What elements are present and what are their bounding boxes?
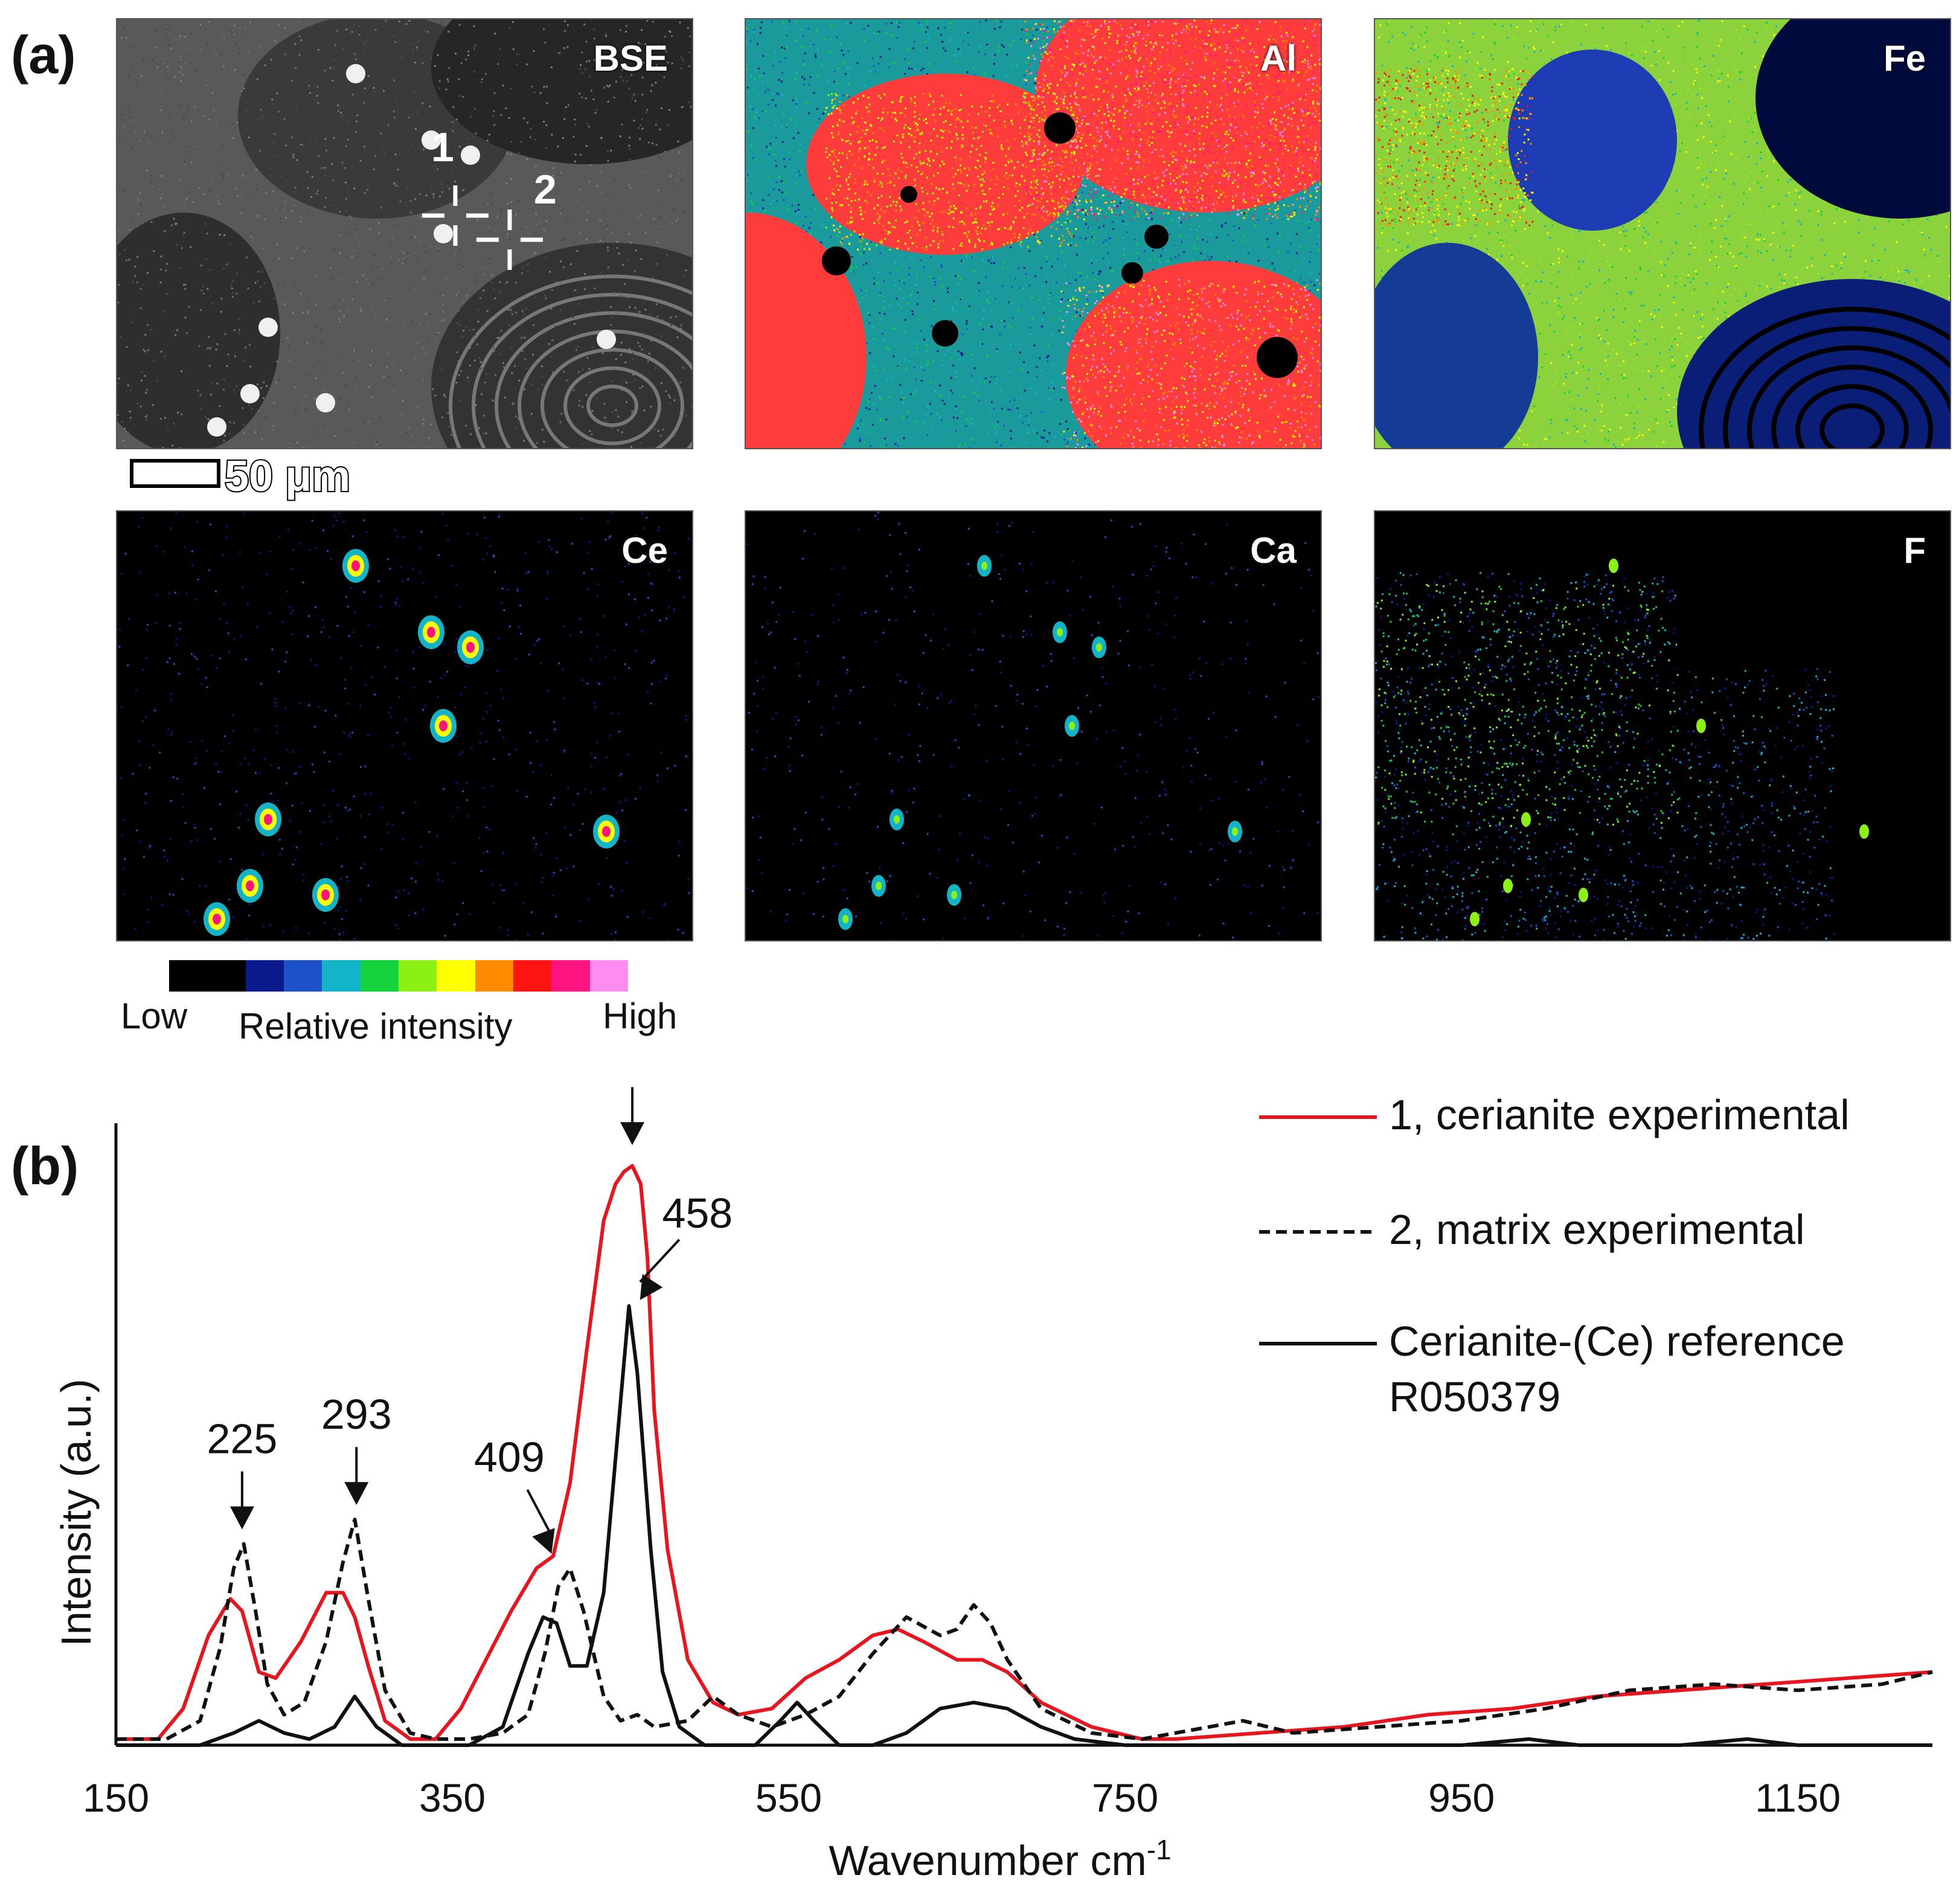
peak-arrow-head — [344, 1482, 369, 1505]
analysis-point-marker: 1 — [422, 124, 489, 246]
panel-b-letter: (b) — [11, 1136, 79, 1196]
colorbar-swatch — [551, 960, 590, 992]
element-map-label: Al — [1260, 38, 1297, 79]
colorbar-swatch — [169, 960, 208, 992]
peak-label: 458 — [662, 1190, 733, 1237]
colorbar-swatch — [437, 960, 475, 992]
x-tick-label: 750 — [1092, 1775, 1158, 1820]
colorbar-high-label: High — [603, 996, 678, 1036]
colorbar-swatch — [589, 960, 628, 992]
x-tick-label: 550 — [755, 1775, 822, 1820]
colorbar-swatch — [207, 960, 246, 992]
x-tick-label: 1150 — [1755, 1775, 1841, 1820]
element-map-label: BSE — [593, 38, 668, 79]
legend-label: 2, matrix experimental — [1389, 1206, 1805, 1253]
peak-label: 457 — [597, 1075, 668, 1078]
element-map-label: Ca — [1250, 530, 1297, 571]
x-tick-label: 150 — [83, 1775, 149, 1820]
panel-a-letter: (a) — [11, 25, 76, 85]
x-tick-label: 950 — [1428, 1775, 1495, 1820]
peak-arrow-shaft — [639, 1239, 681, 1283]
element-map-ce: Ce — [116, 510, 693, 941]
element-map-label: Fe — [1883, 38, 1926, 79]
peak-label: 409 — [474, 1434, 545, 1481]
chart-annotations: 225 293 409 457 458 — [207, 1075, 733, 1554]
chart-axes: 150 350 550 750 950 1150 Wavenumber cm-1 Intens… — [53, 1123, 1932, 1884]
colorbar-swatch — [283, 960, 322, 992]
colorbar-swatch — [513, 960, 552, 992]
legend-label: 1, cerianite experimental — [1389, 1091, 1850, 1138]
colorbar-swatch — [398, 960, 437, 992]
peak-arrow-head — [640, 1274, 663, 1300]
element-map-fe: Fe — [1374, 18, 1951, 449]
element-map-al: Al — [745, 18, 1322, 449]
x-tick-label: 350 — [419, 1775, 486, 1820]
element-map-label: F — [1903, 530, 1926, 571]
analysis-point-label: 2 — [534, 167, 557, 213]
intensity-colorbar — [169, 960, 628, 992]
element-map-bse: 1 2 BSE — [116, 18, 693, 449]
element-map-label: Ce — [621, 530, 668, 571]
x-axis-label: Wavenumber cm-1 — [829, 1834, 1171, 1884]
peak-arrow-head — [620, 1122, 645, 1146]
legend-label-line2: R050379 — [1389, 1373, 1560, 1420]
colorbar-swatch — [475, 960, 513, 992]
peak-arrow-head — [229, 1506, 254, 1530]
series-line-3 — [116, 1304, 1932, 1747]
scale-bar-label: 50 μm — [223, 451, 351, 502]
peak-label: 225 — [207, 1415, 277, 1463]
colorbar-low-label: Low — [121, 996, 188, 1036]
element-map-f: F — [1374, 510, 1951, 941]
peak-arrow-head — [532, 1528, 555, 1554]
scale-bar — [130, 459, 220, 488]
analysis-point-marker: 2 — [476, 167, 557, 270]
y-axis-label: Intensity (a.u.) — [53, 1379, 100, 1647]
colorbar-swatch — [322, 960, 361, 992]
raman-spectrum-chart: 150 350 550 750 950 1150 Wavenumber cm-1 Intens… — [53, 1075, 1933, 1884]
peak-label: 293 — [321, 1391, 392, 1438]
colorbar-swatch — [360, 960, 399, 992]
legend-label: Cerianite-(Ce) reference — [1389, 1318, 1845, 1365]
series-line-2 — [116, 1518, 1933, 1741]
colorbar-title: Relative intensity — [239, 1006, 513, 1047]
chart-legend: 1, cerianite experimental 2, matrix exper… — [1259, 1091, 1850, 1420]
peak-arrow-shaft — [526, 1489, 553, 1536]
colorbar-swatch — [245, 960, 284, 992]
analysis-point-label: 1 — [431, 124, 454, 170]
element-map-ca: Ca — [745, 510, 1322, 941]
series-line-1 — [116, 1164, 1933, 1741]
